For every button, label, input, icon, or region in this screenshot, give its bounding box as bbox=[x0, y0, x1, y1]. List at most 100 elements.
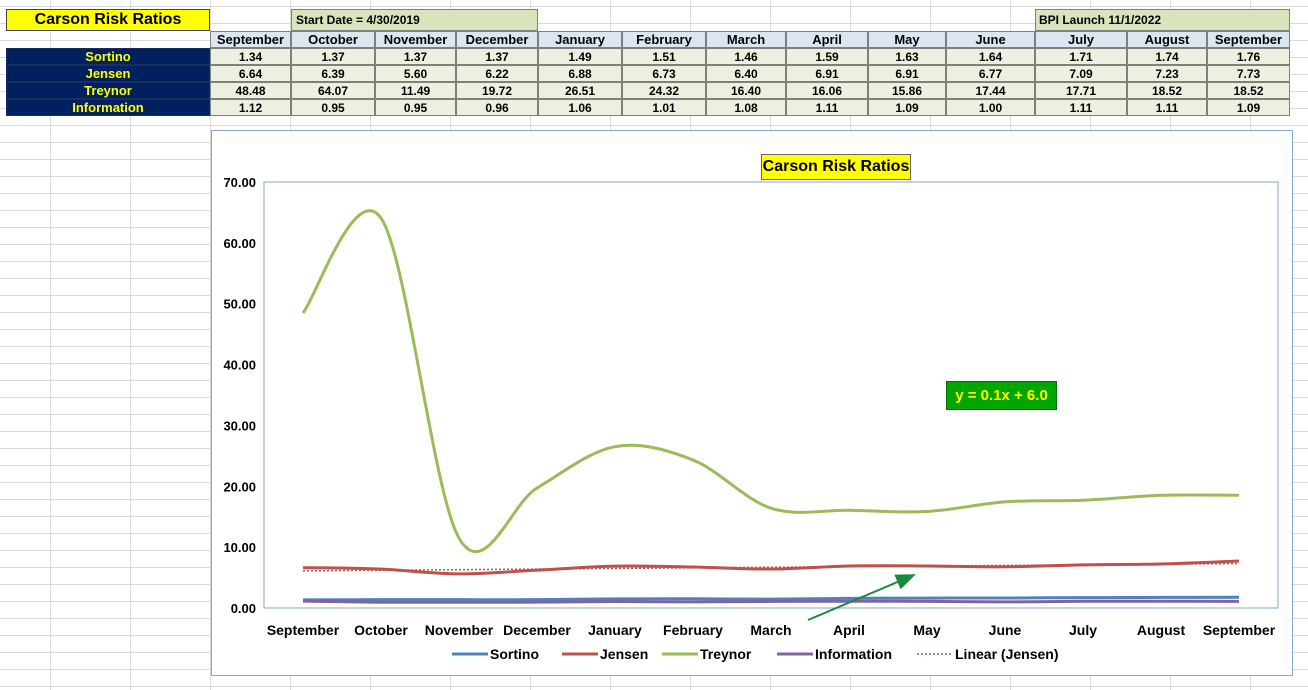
value-cell[interactable]: 0.96 bbox=[456, 99, 538, 116]
month-header[interactable]: December bbox=[456, 31, 538, 48]
month-header[interactable]: July bbox=[1035, 31, 1127, 48]
value-cell[interactable]: 7.09 bbox=[1035, 65, 1127, 82]
value-cell[interactable]: 6.91 bbox=[868, 65, 946, 82]
value-cell[interactable]: 5.60 bbox=[375, 65, 456, 82]
value-cell[interactable]: 16.06 bbox=[786, 82, 868, 99]
legend-label: Information bbox=[815, 646, 892, 662]
value-cell[interactable]: 1.51 bbox=[622, 48, 706, 65]
value-cell[interactable]: 19.72 bbox=[456, 82, 538, 99]
series-line-treynor bbox=[301, 209, 1240, 554]
y-tick-label: 40.00 bbox=[223, 358, 256, 373]
value-cell[interactable]: 17.71 bbox=[1035, 82, 1127, 99]
row-label[interactable]: Jensen bbox=[6, 65, 210, 82]
value-cell[interactable]: 7.23 bbox=[1127, 65, 1207, 82]
x-tick-label: October bbox=[354, 622, 408, 638]
value-cell[interactable]: 17.44 bbox=[946, 82, 1035, 99]
x-tick-label: September bbox=[267, 622, 340, 638]
value-cell[interactable]: 16.40 bbox=[706, 82, 786, 99]
month-header[interactable]: June bbox=[946, 31, 1035, 48]
row-label[interactable]: Information bbox=[6, 99, 210, 116]
plot-area-border bbox=[263, 181, 1279, 609]
start-date-cell[interactable]: Start Date = 4/30/2019 bbox=[291, 9, 538, 31]
value-cell[interactable]: 1.63 bbox=[868, 48, 946, 65]
legend-label: Treynor bbox=[700, 646, 752, 662]
value-cell[interactable]: 64.07 bbox=[291, 82, 375, 99]
value-cell[interactable]: 26.51 bbox=[538, 82, 622, 99]
value-cell[interactable]: 1.46 bbox=[706, 48, 786, 65]
value-cell[interactable]: 1.11 bbox=[1127, 99, 1207, 116]
y-tick-label: 50.00 bbox=[223, 297, 256, 312]
x-tick-label: February bbox=[663, 622, 723, 638]
sheet-title-cell[interactable]: Carson Risk Ratios bbox=[6, 9, 210, 31]
y-tick-label: 0.00 bbox=[231, 601, 256, 616]
value-cell[interactable]: 1.09 bbox=[868, 99, 946, 116]
month-header[interactable]: May bbox=[868, 31, 946, 48]
value-cell[interactable]: 18.52 bbox=[1127, 82, 1207, 99]
value-cell[interactable]: 48.48 bbox=[210, 82, 291, 99]
value-cell[interactable]: 6.22 bbox=[456, 65, 538, 82]
month-header[interactable]: March bbox=[706, 31, 786, 48]
legend-label: Jensen bbox=[600, 646, 648, 662]
x-tick-label: May bbox=[913, 622, 940, 638]
value-cell[interactable]: 6.64 bbox=[210, 65, 291, 82]
x-tick-label: March bbox=[750, 622, 791, 638]
value-cell[interactable]: 1.64 bbox=[946, 48, 1035, 65]
value-cell[interactable]: 1.09 bbox=[1207, 99, 1290, 116]
value-cell[interactable]: 6.88 bbox=[538, 65, 622, 82]
value-cell[interactable]: 6.77 bbox=[946, 65, 1035, 82]
x-tick-label: July bbox=[1069, 622, 1097, 638]
y-tick-label: 10.00 bbox=[223, 540, 256, 555]
value-cell[interactable]: 15.86 bbox=[868, 82, 946, 99]
value-cell[interactable]: 1.11 bbox=[786, 99, 868, 116]
y-tick-label: 30.00 bbox=[223, 418, 256, 433]
value-cell[interactable]: 7.73 bbox=[1207, 65, 1290, 82]
value-cell[interactable]: 1.00 bbox=[946, 99, 1035, 116]
month-header[interactable]: February bbox=[622, 31, 706, 48]
value-cell[interactable]: 1.71 bbox=[1035, 48, 1127, 65]
value-cell[interactable]: 1.37 bbox=[456, 48, 538, 65]
value-cell[interactable]: 6.91 bbox=[786, 65, 868, 82]
row-label[interactable]: Treynor bbox=[6, 82, 210, 99]
bpi-launch-cell[interactable]: BPI Launch 11/1/2022 bbox=[1035, 9, 1290, 31]
value-cell[interactable]: 1.37 bbox=[375, 48, 456, 65]
legend-label: Linear (Jensen) bbox=[955, 646, 1058, 662]
trend-arrow bbox=[807, 574, 916, 621]
value-cell[interactable]: 11.49 bbox=[375, 82, 456, 99]
legend-label: Sortino bbox=[490, 646, 539, 662]
value-cell[interactable]: 1.11 bbox=[1035, 99, 1127, 116]
value-cell[interactable]: 1.74 bbox=[1127, 48, 1207, 65]
month-header[interactable]: September bbox=[210, 31, 291, 48]
row-label[interactable]: Sortino bbox=[6, 48, 210, 65]
x-tick-label: December bbox=[503, 622, 571, 638]
chart-title: Carson Risk Ratios bbox=[761, 154, 911, 180]
value-cell[interactable]: 1.12 bbox=[210, 99, 291, 116]
line-chart: 0.00 10.00 20.00 30.00 40.00 50.00 60.00 70.00 S… bbox=[223, 175, 1279, 662]
value-cell[interactable]: 0.95 bbox=[375, 99, 456, 116]
series-line-information bbox=[302, 599, 1240, 604]
value-cell[interactable]: 1.59 bbox=[786, 48, 868, 65]
value-cell[interactable]: 1.37 bbox=[291, 48, 375, 65]
value-cell[interactable]: 1.01 bbox=[622, 99, 706, 116]
value-cell[interactable]: 1.49 bbox=[538, 48, 622, 65]
month-header[interactable]: November bbox=[375, 31, 456, 48]
value-cell[interactable]: 18.52 bbox=[1207, 82, 1290, 99]
month-header[interactable]: September bbox=[1207, 31, 1290, 48]
x-tick-label: January bbox=[588, 622, 642, 638]
value-cell[interactable]: 0.95 bbox=[291, 99, 375, 116]
value-cell[interactable]: 1.06 bbox=[538, 99, 622, 116]
month-header[interactable]: August bbox=[1127, 31, 1207, 48]
month-header[interactable]: January bbox=[538, 31, 622, 48]
value-cell[interactable]: 1.76 bbox=[1207, 48, 1290, 65]
value-cell[interactable]: 24.32 bbox=[622, 82, 706, 99]
y-tick-label: 70.00 bbox=[223, 175, 256, 190]
chart-area[interactable]: 0.00 10.00 20.00 30.00 40.00 50.00 60.00 70.00 S… bbox=[211, 130, 1293, 676]
value-cell[interactable]: 6.73 bbox=[622, 65, 706, 82]
trendline-equation-label: y = 0.1x + 6.0 bbox=[946, 381, 1057, 410]
value-cell[interactable]: 1.08 bbox=[706, 99, 786, 116]
value-cell[interactable]: 6.40 bbox=[706, 65, 786, 82]
month-header[interactable]: April bbox=[786, 31, 868, 48]
month-header[interactable]: October bbox=[291, 31, 375, 48]
value-cell[interactable]: 6.39 bbox=[291, 65, 375, 82]
value-cell[interactable]: 1.34 bbox=[210, 48, 291, 65]
x-tick-label: September bbox=[1203, 622, 1276, 638]
